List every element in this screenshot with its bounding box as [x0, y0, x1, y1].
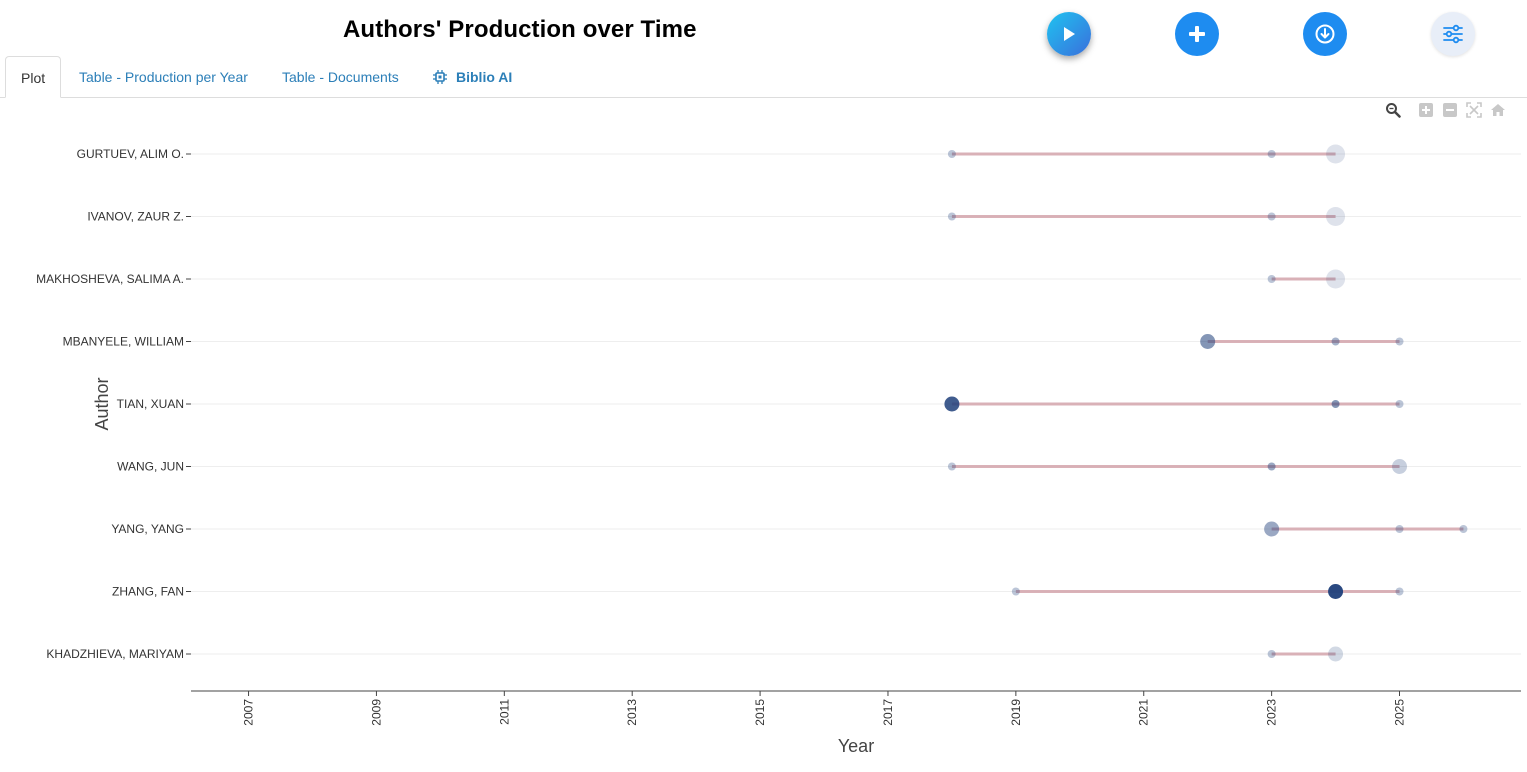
production-point: [944, 396, 960, 412]
production-point: [1331, 400, 1340, 408]
y-tick-label: MAKHOSHEVA, SALIMA A.: [36, 272, 184, 286]
production-point: [1326, 144, 1346, 164]
x-tick-label: 2017: [881, 699, 895, 726]
production-point: [1267, 212, 1276, 221]
download-button[interactable]: [1303, 12, 1347, 56]
home-icon[interactable]: [1489, 101, 1507, 119]
plus-icon: [1189, 26, 1205, 42]
production-point: [1267, 462, 1276, 471]
production-point: [1392, 459, 1408, 474]
tab-production-per-year-label: Table - Production per Year: [79, 69, 248, 85]
page-title: Authors' Production over Time: [343, 16, 697, 43]
production-point: [1459, 525, 1468, 533]
y-axis-title: Author: [92, 377, 112, 430]
download-circle-icon: [1315, 24, 1335, 44]
x-tick-label: 2021: [1137, 699, 1151, 726]
y-axis: GURTUEV, ALIM O. IVANOV, ZAUR Z. MAKHOSHEV…: [36, 147, 191, 661]
add-button[interactable]: [1175, 12, 1219, 56]
production-point: [1328, 584, 1344, 599]
production-point: [1395, 400, 1404, 408]
y-tick-label: YANG, YANG: [111, 522, 184, 536]
production-point: [1200, 334, 1216, 349]
settings-button[interactable]: [1431, 12, 1475, 56]
production-point: [1264, 521, 1280, 537]
x-axis: 2007 2009 2011 2013 2015 2017 2019 2021 2023 2025: [191, 690, 1521, 726]
x-tick-label: 2013: [625, 699, 639, 726]
y-tick-label: TIAN, XUAN: [117, 397, 184, 411]
y-tick-label: KHADZHIEVA, MARIYAM: [46, 647, 184, 661]
x-tick-label: 2025: [1393, 699, 1407, 726]
production-point: [1267, 275, 1276, 283]
tab-production-per-year[interactable]: Table - Production per Year: [79, 56, 248, 98]
production-point: [1328, 646, 1344, 662]
production-point: [1326, 269, 1346, 289]
grid-layer: [191, 153, 1521, 655]
zoom-icon[interactable]: [1384, 101, 1402, 119]
autoscale-icon[interactable]: [1465, 101, 1483, 119]
x-tick-label: 2023: [1265, 699, 1279, 726]
tab-plot[interactable]: Plot: [5, 56, 62, 98]
tab-biblio-ai[interactable]: Biblio AI: [432, 56, 512, 98]
production-point: [1267, 150, 1276, 158]
production-point: [1011, 587, 1020, 596]
x-tick-label: 2011: [497, 699, 511, 725]
point-layer: [944, 144, 1468, 662]
production-point: [1267, 650, 1276, 658]
sliders-icon: [1443, 24, 1463, 44]
production-point: [1395, 337, 1404, 346]
production-point: [1326, 207, 1346, 226]
zoom-in-icon[interactable]: [1417, 101, 1435, 119]
x-tick-label: 2007: [242, 699, 256, 726]
tab-biblio-ai-label: Biblio AI: [456, 69, 513, 85]
production-point: [1331, 337, 1340, 346]
production-point: [1395, 525, 1404, 533]
play-button[interactable]: [1047, 12, 1091, 56]
tab-documents[interactable]: Table - Documents: [282, 56, 399, 98]
tab-bar: Plot Table - Production per Year Table -…: [0, 56, 1527, 98]
segment-layer: [951, 152, 1464, 656]
production-point: [947, 150, 956, 158]
x-tick-label: 2019: [1009, 699, 1023, 726]
production-point: [947, 212, 956, 221]
play-icon: [1064, 27, 1075, 41]
y-tick-label: IVANOV, ZAUR Z.: [87, 210, 184, 224]
production-point: [947, 462, 956, 471]
tab-documents-label: Table - Documents: [282, 69, 399, 85]
x-tick-label: 2009: [369, 699, 383, 726]
y-tick-label: MBANYELE, WILLIAM: [63, 335, 184, 349]
zoom-out-icon[interactable]: [1441, 101, 1459, 119]
y-tick-label: GURTUEV, ALIM O.: [77, 147, 184, 161]
tab-plot-label: Plot: [21, 70, 46, 86]
x-tick-label: 2015: [753, 699, 767, 726]
x-axis-title: Year: [838, 736, 874, 756]
y-tick-label: WANG, JUN: [117, 460, 184, 474]
production-point: [1395, 587, 1404, 596]
y-tick-label: ZHANG, FAN: [112, 585, 184, 599]
chip-icon: [433, 70, 447, 84]
